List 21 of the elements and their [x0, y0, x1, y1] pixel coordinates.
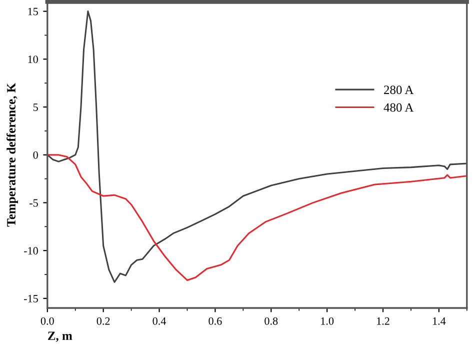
y-tick-label: 10: [28, 56, 38, 64]
y-axis-title: Temperature defference, K: [6, 83, 18, 227]
legend-label: 280 A: [384, 86, 414, 94]
x-tick-label: 1.2: [377, 317, 390, 325]
x-tick-label: 0.4: [152, 317, 166, 325]
x-axis-title: Z, m: [48, 332, 72, 342]
legend-label: 480 A: [384, 103, 414, 112]
y-tick-label: 5: [33, 104, 38, 111]
x-tick-label: 1.0: [321, 317, 334, 325]
line-series: [47, 10, 467, 283]
x-tick-label: 0.0: [40, 317, 54, 325]
y-tick-label: -15: [24, 294, 38, 302]
line-series: [47, 154, 467, 281]
y-tick-label: -5: [30, 199, 38, 207]
x-tick-label: 1.4: [432, 317, 446, 325]
x-tick-label: 0.6: [208, 317, 222, 325]
y-tick-label: -10: [24, 247, 38, 255]
y-tick-label: 0: [33, 151, 38, 159]
y-tick-label: 15: [28, 8, 38, 16]
x-tick-label: 0.8: [264, 317, 278, 325]
x-tick-label: 0.2: [96, 317, 110, 325]
